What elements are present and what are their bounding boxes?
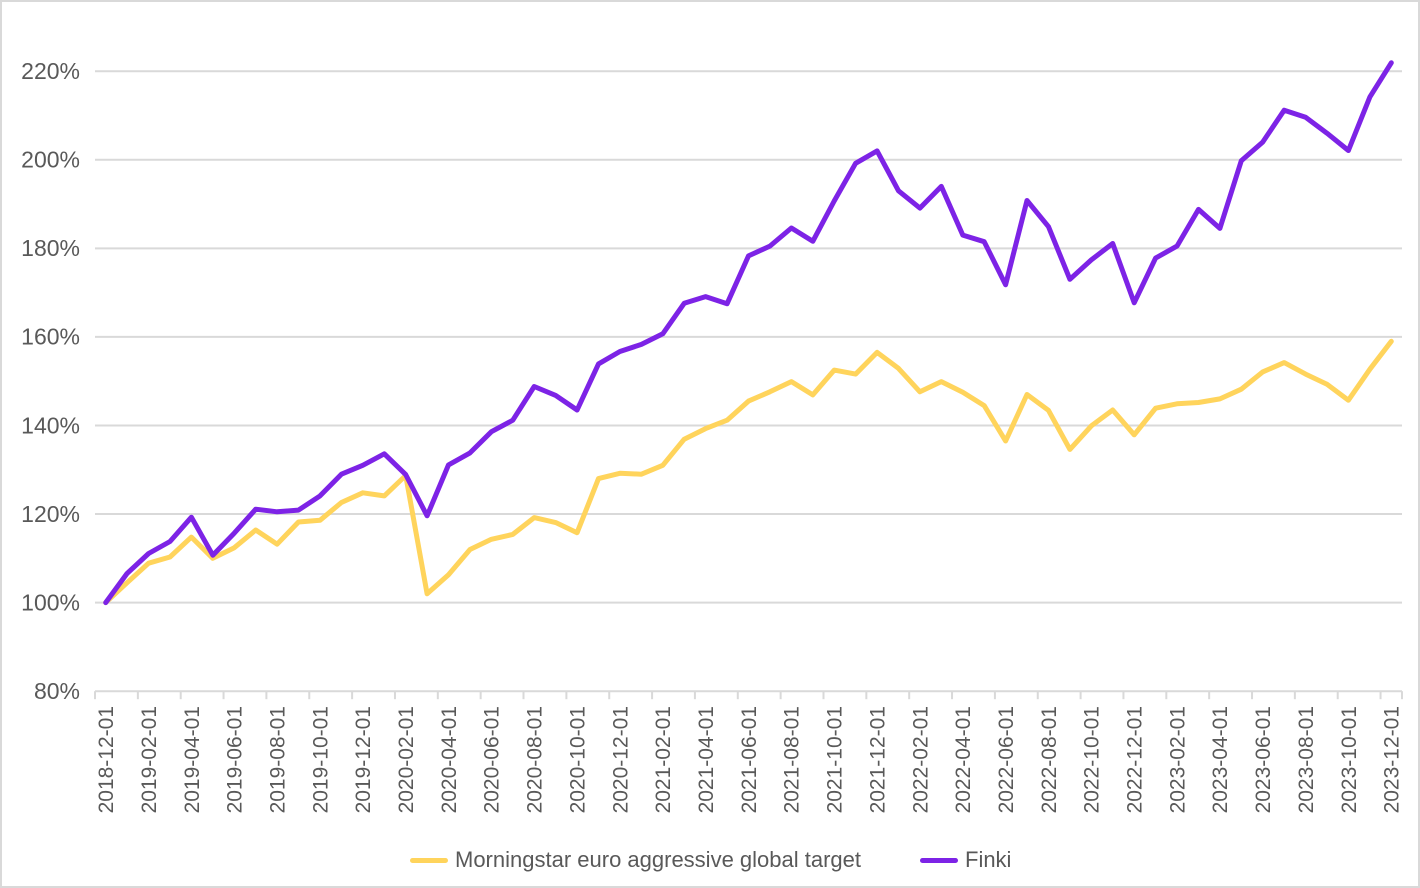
x-axis-tick-label: 2022-02-01 — [909, 706, 932, 813]
x-axis-tick-label: 2023-08-01 — [1295, 706, 1318, 813]
y-axis-tick-label: 100% — [21, 589, 80, 615]
x-axis-tick-label: 2019-12-01 — [352, 706, 375, 813]
axis-ticks-group — [94, 691, 1403, 700]
y-axis-tick-label: 200% — [21, 147, 80, 173]
y-axis-tick-label: 80% — [34, 678, 80, 704]
x-axis-tick-label: 2021-12-01 — [866, 706, 889, 813]
x-axis-tick-label: 2022-10-01 — [1081, 706, 1104, 813]
x-axis-tick-label: 2020-04-01 — [438, 706, 461, 813]
x-axis-tick-label: 2021-04-01 — [695, 706, 718, 813]
x-axis-tick-label: 2022-06-01 — [995, 706, 1018, 813]
x-axis-tick-label: 2019-02-01 — [138, 706, 161, 813]
x-axis-tick-label: 2023-02-01 — [1166, 706, 1189, 813]
x-axis-tick-label: 2023-04-01 — [1209, 706, 1232, 813]
x-axis-tick-label: 2023-10-01 — [1338, 706, 1361, 813]
x-axis-tick-label: 2019-04-01 — [181, 706, 204, 813]
y-axis-tick-label: 140% — [21, 412, 80, 438]
y-axis-labels-group: 80% 100% 120% 140% 160% 180% 200% 220% — [21, 58, 80, 704]
x-axis-tick-label: 2021-06-01 — [738, 706, 761, 813]
x-axis-tick-label: 2020-06-01 — [481, 706, 504, 813]
x-axis-tick-label: 2021-02-01 — [652, 706, 675, 813]
x-axis-tick-label: 2022-12-01 — [1124, 706, 1147, 813]
x-axis-tick-label: 2021-08-01 — [781, 706, 804, 813]
x-axis-tick-label: 2020-12-01 — [609, 706, 632, 813]
x-axis-tick-label: 2019-06-01 — [224, 706, 247, 813]
x-axis-tick-label: 2018-12-01 — [95, 706, 118, 813]
x-axis-tick-label: 2022-04-01 — [952, 706, 975, 813]
x-axis-tick-label: 2020-08-01 — [524, 706, 547, 813]
morningstar-line — [103, 338, 1394, 606]
x-axis-tick-label: 2022-08-01 — [1038, 706, 1061, 813]
x-axis-tick-label: 2020-10-01 — [566, 706, 589, 813]
gridlines-group — [95, 70, 1402, 693]
x-axis-tick-label: 2021-10-01 — [824, 706, 847, 813]
x-axis-tick-label: 2019-10-01 — [309, 706, 332, 813]
y-axis-tick-label: 160% — [21, 324, 80, 350]
y-axis-tick-label: 120% — [21, 501, 80, 527]
y-axis-tick-label: 220% — [21, 58, 80, 84]
x-axis-tick-label: 2023-12-01 — [1381, 706, 1404, 813]
x-axis-tick-label: 2020-02-01 — [395, 706, 418, 813]
y-axis-tick-label: 180% — [21, 235, 80, 261]
x-axis-labels-group: 2018-12-01 2019-02-01 2019-04-01 2019-06-01… — [95, 706, 1404, 813]
x-axis-tick-label: 2019-08-01 — [266, 706, 289, 813]
finki-line — [103, 60, 1394, 606]
series-lines-group — [103, 60, 1394, 606]
x-axis-tick-label: 2023-06-01 — [1252, 706, 1275, 813]
